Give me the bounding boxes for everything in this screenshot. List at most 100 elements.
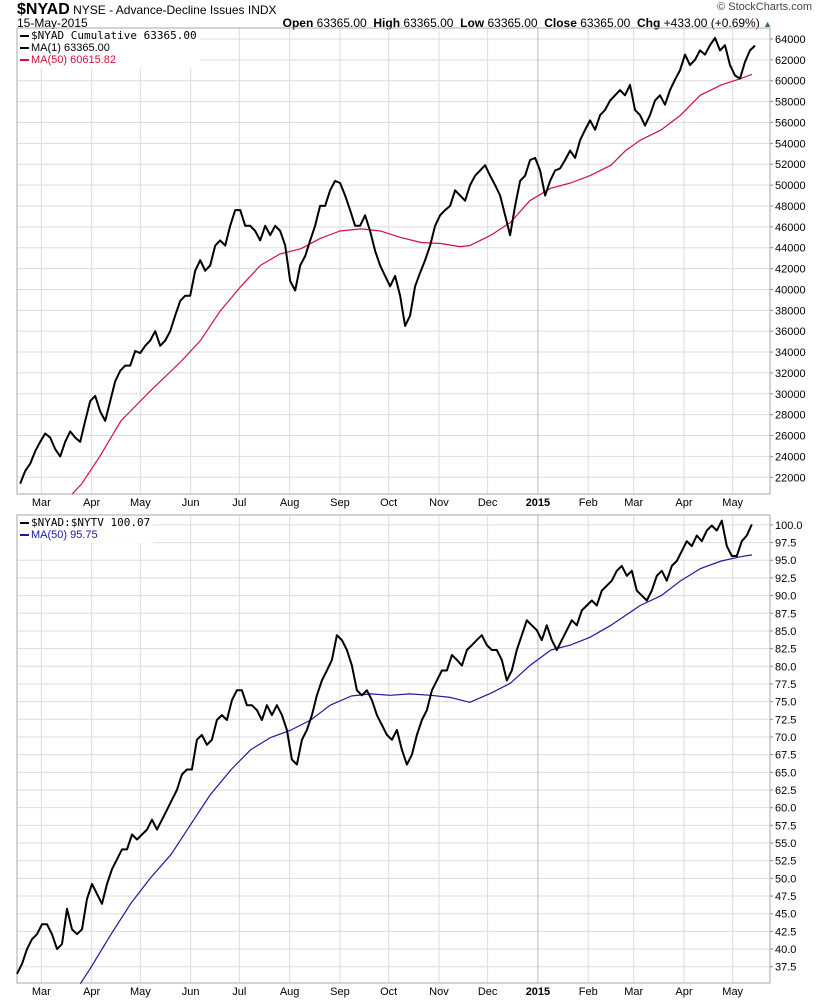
y-tick-label: 47.5 bbox=[775, 891, 796, 903]
y-tick-label: 40.0 bbox=[775, 944, 796, 956]
x-tick-label: Sep bbox=[330, 986, 350, 998]
y-tick-label: 62000 bbox=[775, 55, 806, 67]
legend-item: MA(1) 63365.00 bbox=[20, 42, 197, 54]
y-tick-label: 90.0 bbox=[775, 591, 796, 603]
x-tick-label: Oct bbox=[380, 986, 397, 998]
high-value: 63365.00 bbox=[403, 16, 454, 30]
y-tick-label: 87.5 bbox=[775, 608, 796, 620]
y-tick-label: 37.5 bbox=[775, 962, 796, 974]
legend-label: $NYAD Cumulative 63365.00 bbox=[31, 29, 197, 42]
legend-swatch bbox=[20, 534, 29, 537]
price-line-top bbox=[19, 36, 756, 484]
y-tick-label: 77.5 bbox=[775, 679, 796, 691]
x-tick-label: May bbox=[722, 497, 743, 509]
close-label: Close bbox=[544, 16, 577, 30]
chart-date: 15-May-2015 bbox=[17, 16, 88, 30]
legend-swatch bbox=[20, 522, 29, 525]
y-tick-label: 60000 bbox=[775, 76, 806, 88]
y-tick-label: 50.0 bbox=[775, 873, 796, 885]
y-tick-label: 64000 bbox=[775, 34, 806, 46]
legend-swatch bbox=[20, 35, 29, 38]
x-tick-label: Apr bbox=[675, 986, 692, 998]
x-tick-label: Apr bbox=[675, 497, 692, 509]
price-line-bottom bbox=[16, 519, 753, 975]
x-tick-label: Aug bbox=[280, 497, 300, 509]
x-tick-label: Dec bbox=[478, 497, 498, 509]
y-tick-label: 32000 bbox=[775, 368, 806, 380]
x-tick-label: Feb bbox=[579, 986, 598, 998]
chg-value: +433.00 (+0.69%) bbox=[663, 16, 760, 30]
y-tick-label: 85.0 bbox=[775, 626, 796, 638]
x-tick-label: Apr bbox=[83, 497, 100, 509]
y-tick-label: 44000 bbox=[775, 243, 806, 255]
y-tick-label: 45.0 bbox=[775, 909, 796, 921]
x-tick-label: May bbox=[722, 986, 743, 998]
panel-border bbox=[16, 514, 771, 984]
y-tick-label: 28000 bbox=[775, 410, 806, 422]
y-tick-label: 58000 bbox=[775, 97, 806, 109]
legend-label: MA(50) 60615.82 bbox=[31, 54, 116, 66]
ohlc-bar: Open 63365.00 High 63365.00 Low 63365.00… bbox=[283, 16, 772, 30]
legend-swatch bbox=[20, 59, 29, 62]
x-tick-label: Mar bbox=[32, 497, 51, 509]
y-tick-label: 50000 bbox=[775, 180, 806, 192]
x-tick-label: Mar bbox=[624, 986, 643, 998]
y-tick-label: 38000 bbox=[775, 305, 806, 317]
close-value: 63365.00 bbox=[580, 16, 631, 30]
legend-label: $NYAD:$NYTV 100.07 bbox=[31, 516, 151, 529]
ma-line-bottom bbox=[79, 554, 753, 985]
up-arrow-icon: ▲ bbox=[763, 19, 772, 29]
open-value: 63365.00 bbox=[316, 16, 367, 30]
y-tick-label: 60.0 bbox=[775, 803, 796, 815]
legend-item: MA(50) 60615.82 bbox=[20, 54, 197, 66]
low-label: Low bbox=[460, 16, 485, 30]
y-tick-label: 56000 bbox=[775, 117, 806, 129]
x-tick-label: Aug bbox=[280, 986, 300, 998]
y-tick-label: 42.5 bbox=[775, 926, 796, 938]
chart-title: $NYAD NYSE - Advance-Decline Issues INDX bbox=[17, 1, 277, 19]
y-tick-label: 92.5 bbox=[775, 573, 796, 585]
y-tick-label: 36000 bbox=[775, 326, 806, 338]
low-value: 63365.00 bbox=[487, 16, 538, 30]
y-tick-label: 48000 bbox=[775, 201, 806, 213]
panel-border bbox=[16, 27, 771, 495]
y-tick-label: 62.5 bbox=[775, 785, 796, 797]
y-tick-label: 95.0 bbox=[775, 555, 796, 567]
legend-label: MA(1) 63365.00 bbox=[31, 42, 110, 54]
y-tick-label: 57.5 bbox=[775, 820, 796, 832]
y-tick-label: 75.0 bbox=[775, 697, 796, 709]
ma-line-top bbox=[71, 73, 753, 495]
x-tick-label: May bbox=[130, 986, 151, 998]
y-tick-label: 52000 bbox=[775, 159, 806, 171]
legend-swatch bbox=[20, 47, 29, 50]
chg-label: Chg bbox=[636, 16, 661, 30]
y-tick-label: 100.0 bbox=[775, 520, 803, 532]
y-tick-label: 80.0 bbox=[775, 661, 796, 673]
legend-bottom-panel: $NYAD:$NYTV 100.07 MA(50) 95.75 bbox=[18, 516, 154, 543]
open-label: Open bbox=[282, 16, 314, 30]
copyright: © StockCharts.com bbox=[717, 1, 812, 13]
x-tick-label: 2015 bbox=[526, 497, 550, 509]
y-tick-label: 72.5 bbox=[775, 714, 796, 726]
y-tick-label: 42000 bbox=[775, 264, 806, 276]
symbol: $NYAD bbox=[17, 1, 70, 18]
y-tick-label: 55.0 bbox=[775, 838, 796, 850]
legend-label: MA(50) 95.75 bbox=[31, 529, 98, 541]
x-tick-label: Apr bbox=[83, 986, 100, 998]
description: NYSE - Advance-Decline Issues bbox=[73, 3, 245, 17]
y-tick-label: 97.5 bbox=[775, 538, 796, 550]
y-tick-label: 67.5 bbox=[775, 750, 796, 762]
y-tick-label: 52.5 bbox=[775, 856, 796, 868]
x-tick-label: Jun bbox=[182, 497, 200, 509]
exchange: INDX bbox=[247, 3, 277, 17]
x-tick-label: Jul bbox=[232, 497, 246, 509]
y-tick-label: 70.0 bbox=[775, 732, 796, 744]
y-tick-label: 40000 bbox=[775, 284, 806, 296]
y-tick-label: 34000 bbox=[775, 347, 806, 359]
y-tick-label: 82.5 bbox=[775, 644, 796, 656]
high-label: High bbox=[373, 16, 401, 30]
x-tick-label: Mar bbox=[624, 497, 643, 509]
y-tick-label: 65.0 bbox=[775, 767, 796, 779]
x-tick-label: Oct bbox=[380, 497, 397, 509]
